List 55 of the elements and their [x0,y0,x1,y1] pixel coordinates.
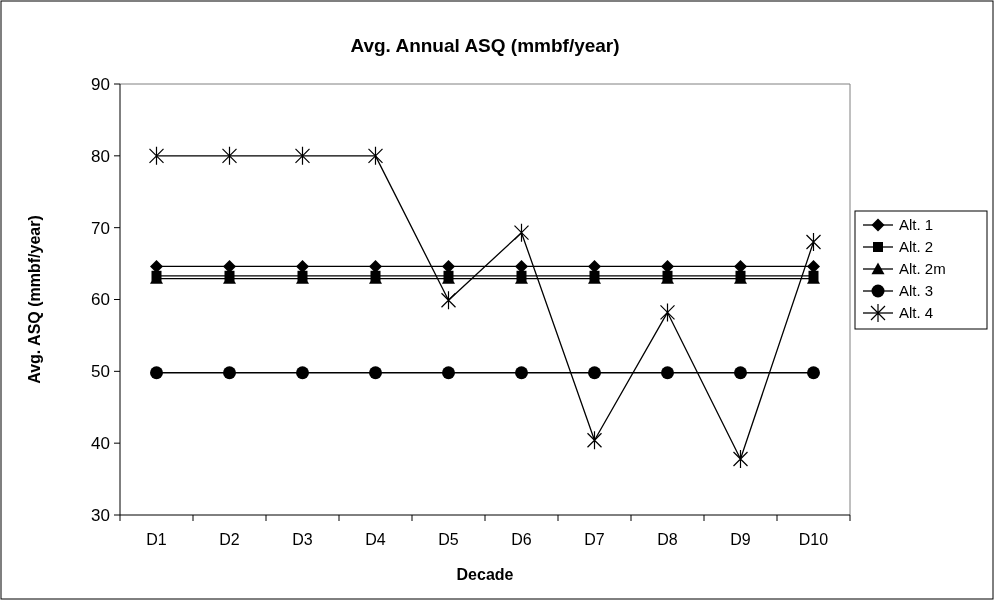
x-tick-label: D3 [292,531,313,548]
legend-label: Alt. 2m [899,260,946,278]
y-tick-label: 50 [91,362,110,382]
point [296,259,309,273]
x-tick-label: D4 [365,531,386,548]
legend-label: Alt. 3 [899,282,934,300]
point [805,232,822,252]
point [440,290,457,310]
point [515,366,528,380]
point [369,366,382,380]
point [223,259,236,273]
point [734,366,747,380]
point [296,366,309,380]
point [588,259,601,273]
point [294,146,311,166]
point [367,146,384,166]
x-tick-label: D7 [584,531,605,548]
x-tick-label: D5 [438,531,459,548]
point [148,146,165,166]
legend-label: Alt. 2 [899,238,934,256]
point [586,430,603,450]
point [659,302,676,323]
y-tick-label: 30 [91,505,110,525]
point [661,366,674,380]
point [150,259,163,273]
x-tick-label: D2 [219,531,240,548]
y-tick-label: 90 [91,74,110,94]
point [369,259,382,273]
point [807,366,820,380]
point [734,259,747,273]
y-axis-title: Avg. ASQ (mmbf/year) [26,215,43,384]
point [732,449,749,469]
y-tick-label: 80 [91,146,110,166]
y-tick-label: 60 [91,290,110,310]
point [221,146,238,166]
point [442,366,455,380]
x-tick-label: D6 [511,531,532,548]
chart-title: Avg. Annual ASQ (mmbf/year) [350,35,620,56]
point [513,223,530,243]
legend-label: Alt. 1 [899,216,934,234]
x-tick-label: D9 [730,531,751,548]
x-axis-title: Decade [456,566,514,583]
point [661,259,674,273]
x-tick-label: D1 [146,531,167,548]
point [150,366,163,380]
legend-label: Alt. 4 [899,304,934,322]
y-tick-label: 40 [91,434,110,454]
point [515,259,528,273]
y-tick-label: 70 [91,218,110,238]
point [807,259,820,273]
x-tick-label: D8 [657,531,678,548]
x-tick-label: D10 [798,531,829,548]
point [223,366,236,380]
point [442,259,455,273]
point [588,366,601,380]
